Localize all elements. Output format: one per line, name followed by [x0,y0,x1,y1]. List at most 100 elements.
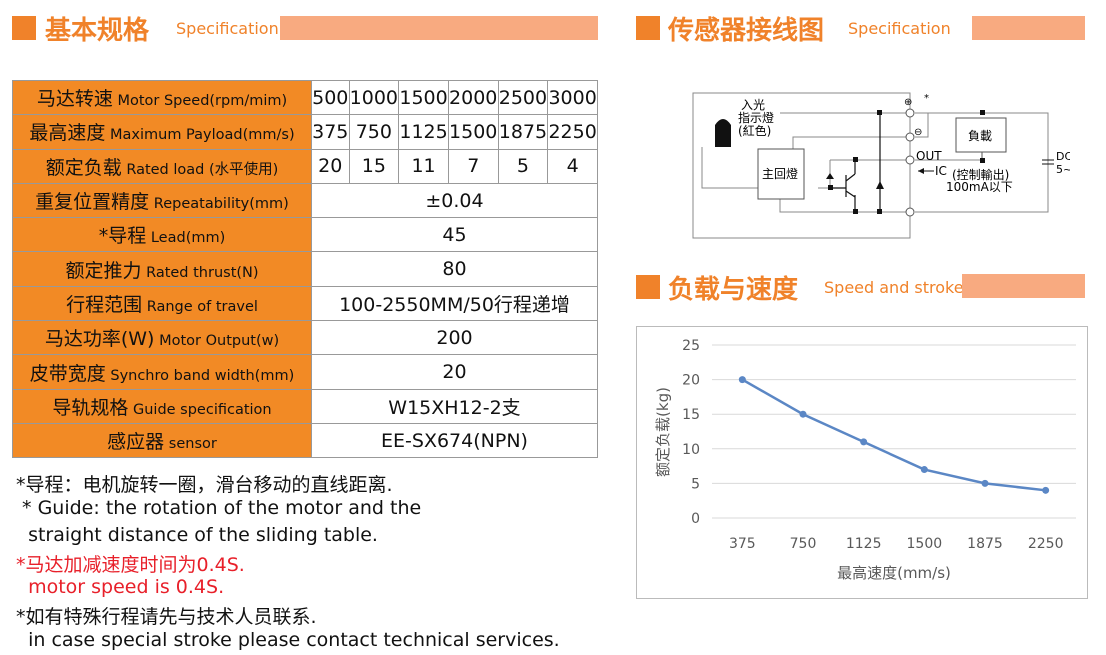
table-row: 感应器 sensor EE-SX674(NPN) [12,422,598,459]
row-value: 1500 [398,79,449,116]
table-row: 导轨规格 Guide specification W15XH12-2支 [12,388,598,424]
x-axis-label: 最高速度(mm/s) [837,564,951,582]
main-circuit-box [757,148,805,200]
row-value: 15 [348,148,400,184]
row-value: 20 [311,148,350,184]
row-value: 7 [447,148,499,184]
load-box [955,117,1007,153]
x-tick-label: 1500 [907,536,943,552]
table-row: 行程范围 Range of travel 100-2550MM/50行程递增 [12,285,598,322]
x-tick-label: 750 [790,536,817,552]
note-line: straight distance of the sliding table. [16,524,378,546]
wiring-subtitle: Specification [848,19,951,38]
spec-title: 基本规格 [45,16,150,46]
load-label: 負載 [968,129,992,143]
row-label: 马达功率(W) Motor Output(w) [12,320,312,356]
row-label: 重复位置精度 Repeatability(mm) [12,182,312,219]
row-label: 皮带宽度 Synchro band width(mm) [12,354,312,390]
series-line [741,378,1046,492]
row-label: 马达转速 Motor Speed(rpm/mim) [12,79,312,116]
spec-table: 马达转速 Motor Speed(rpm/mim) 500 1000 1500 2000… [12,79,598,459]
header-bar [972,16,1085,40]
chart-frame [636,326,1088,599]
data-point [920,466,928,474]
load-speed-chart: 0 5 10 15 20 25 375 750 1125 1500 1875 2250 最高速度(mm/… [654,338,1076,582]
dc-label: DC [1056,150,1070,163]
load-speed-subtitle: Speed and stroke [824,278,964,297]
data-point [1042,486,1050,494]
note-line: in case special stroke please contact te… [16,629,560,651]
data-point [981,479,989,487]
note-line: *导程：电机旋转一圈，滑台移动的直线距离. [16,474,393,496]
light-label: 入光 [741,98,765,112]
load-speed-title: 负载与速度 [668,275,799,305]
data-point [860,438,868,446]
row-value: 2000 [447,79,499,116]
row-value: 11 [398,148,449,184]
x-tick-label: 1875 [967,536,1003,552]
row-label: 最高速度 Maximum Payload(mm/s) [12,114,312,150]
y-tick-label: 20 [682,373,700,389]
table-row: 最高速度 Maximum Payload(mm/s) 375 750 1125 1500… [12,114,598,150]
ic-label: IC [935,164,947,178]
header-bar [962,274,1085,298]
data-point [738,376,746,384]
row-value: W15XH12-2支 [311,388,598,424]
row-value: 375 [311,114,350,150]
row-value: 3000 [547,79,598,116]
control-output-label: (控制輸出) [952,167,1009,182]
row-value: EE-SX674(NPN) [311,422,598,459]
out-label: OUT [916,149,942,163]
note-line: *马达加减速度时间为0.4S. [16,554,245,576]
row-label: 额定负载 Rated load (水平使用) [12,148,312,184]
main-circuit-label: 主回燈 [762,166,798,181]
note-line: * Guide: the rotation of the motor and t… [16,497,422,519]
table-row: 重复位置精度 Repeatability(mm) ±0.04 [12,182,598,219]
y-tick-label: 0 [691,511,700,527]
indicator-label: 指示燈 [738,110,774,125]
data-point [799,410,807,418]
x-tick-label: 1125 [846,536,882,552]
row-value: 1000 [348,79,400,116]
current-label: 100mA以下 [946,180,1013,194]
table-row: 马达功率(W) Motor Output(w) 200 [12,320,598,356]
asterisk: * [924,93,929,104]
table-row: *导程 Lead(mm) 45 [12,217,598,253]
y-tick-label: 10 [682,442,700,458]
wiring-diagram: 主回燈 負載 ⊕ * ⊖ 入光 指示燈 (紅色) OUT IC (控制輸出) 1… [692,92,1070,239]
red-label: (紅色) [738,124,771,138]
row-label: 感应器 sensor [12,422,312,459]
table-row: 皮带宽度 Synchro band width(mm) 20 [12,354,598,390]
section-marker-icon [12,16,36,40]
note-line: *如有特殊行程请先与技术人员联系. [16,606,317,628]
voltage-label: 5~24V [1056,163,1070,176]
row-value: 20 [311,354,598,390]
minus-terminal: ⊖ [914,127,922,138]
row-value: ±0.04 [311,182,598,219]
row-label: 额定推力 Rated thrust(N) [12,251,312,287]
y-tick-label: 5 [691,476,700,492]
row-value: 5 [497,148,549,184]
x-tick-label: 2250 [1028,536,1064,552]
y-tick-label: 25 [682,338,700,354]
y-tick-label: 15 [682,407,700,423]
row-value: 200 [311,320,598,356]
header-bar [280,16,598,40]
table-row: 马达转速 Motor Speed(rpm/mim) 500 1000 1500 2000… [12,79,598,116]
row-value: 80 [311,251,598,287]
row-label: *导程 Lead(mm) [12,217,312,253]
wiring-title: 传感器接线图 [668,16,825,46]
spec-subtitle: Specification [176,19,279,38]
y-axis-label: 额定负载(kg) [654,387,672,477]
row-value: 2250 [547,114,598,150]
sensor-box [692,92,911,239]
row-value: 4 [547,148,598,184]
table-row: 额定负载 Rated load (水平使用) 20 15 11 7 5 4 [12,148,598,184]
table-row: 额定推力 Rated thrust(N) 80 [12,251,598,287]
plus-terminal: ⊕ [904,97,912,108]
section-marker-icon [636,16,660,40]
note-line: motor speed is 0.4S. [16,576,225,598]
row-value: 45 [311,217,598,253]
row-value: 1125 [398,114,449,150]
row-value: 1500 [447,114,499,150]
